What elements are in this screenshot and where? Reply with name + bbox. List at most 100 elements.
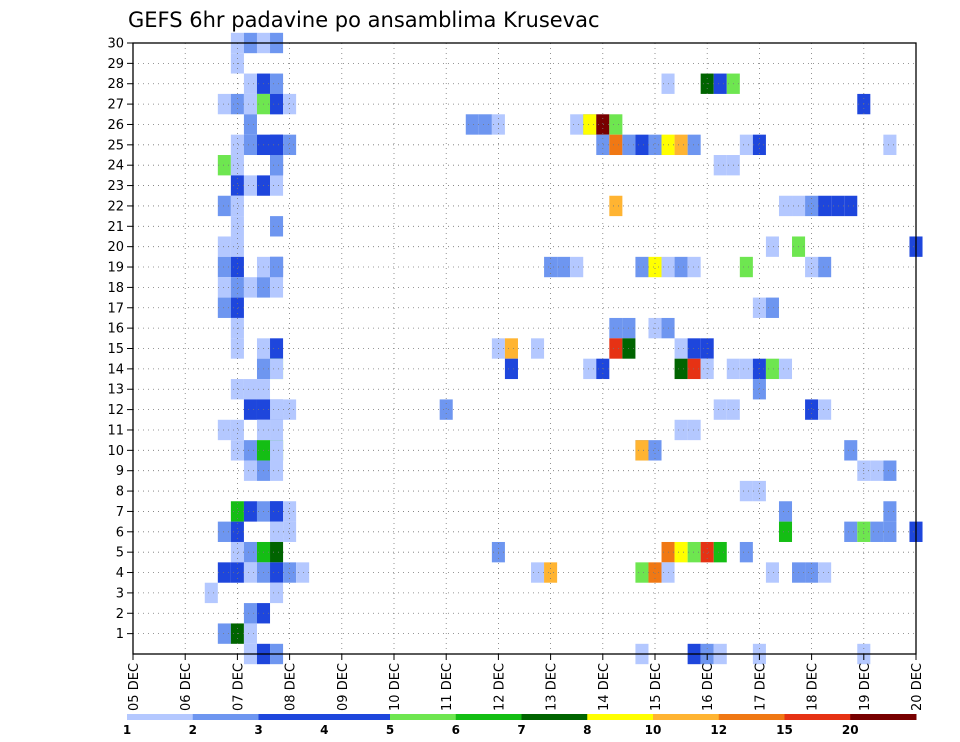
x-tick-label: 08 DEC: [284, 663, 299, 711]
y-tick-label: 14: [107, 362, 124, 377]
x-tick-label: 11 DEC: [440, 663, 455, 711]
heatmap-cell: [504, 358, 518, 380]
heatmap-cell: [778, 195, 793, 217]
heatmap-cell: [805, 195, 819, 217]
heatmap-cell: [765, 358, 779, 380]
heatmap-cell: [217, 297, 231, 318]
heatmap-cell: [296, 562, 310, 583]
x-tick-label: 09 DEC: [336, 663, 351, 711]
heatmap-cell: [687, 256, 701, 278]
legend-swatch: [784, 714, 851, 720]
heatmap-cell: [230, 419, 244, 441]
x-tick-label: 18 DEC: [806, 663, 821, 711]
heatmap-cell: [270, 501, 284, 522]
heatmap-cell: [648, 134, 662, 156]
legend-level-label: 15: [776, 723, 793, 737]
heatmap-cell: [531, 562, 545, 583]
legend-level-label: 3: [254, 723, 262, 737]
heatmap-cell: [635, 440, 649, 461]
heatmap-cell: [243, 460, 257, 481]
heatmap-cell: [270, 399, 284, 420]
y-tick-label: 22: [107, 199, 124, 214]
heatmap-cell: [818, 195, 832, 217]
y-tick-label: 17: [107, 301, 124, 316]
y-tick-label: 11: [107, 423, 124, 438]
heatmap-cell: [883, 501, 897, 522]
heatmap-cell: [544, 562, 558, 583]
heatmap-cell: [805, 256, 819, 278]
heatmap-cell: [283, 521, 297, 542]
y-tick-label: 20: [107, 240, 124, 255]
legend-level-label: 4: [320, 723, 328, 737]
heatmap-cell: [217, 155, 231, 176]
legend-swatch: [850, 714, 917, 720]
legend-swatch: [587, 714, 654, 720]
y-tick-label: 7: [116, 505, 124, 520]
heatmap-cell: [739, 541, 753, 563]
legend-level-label: 1: [123, 723, 131, 737]
legend-level-label: 20: [842, 723, 859, 737]
heatmap-cell: [217, 195, 231, 217]
heatmap-cell: [270, 419, 284, 441]
heatmap-cell: [739, 134, 753, 156]
color-legend: 1 2 3 4 5 6 7 8 10 12 15 20: [123, 714, 917, 737]
heatmap-cell: [270, 338, 284, 359]
heatmap-cell: [270, 582, 284, 604]
heatmap-cell: [283, 399, 297, 420]
y-tick-label: 1: [116, 627, 124, 642]
heatmap-cell: [283, 562, 297, 583]
legend-level-label: 5: [386, 723, 394, 737]
heatmap-cell: [687, 338, 701, 359]
y-tick-label: 19: [107, 261, 124, 276]
heatmap-cell: [609, 317, 623, 339]
y-tick-label: 13: [107, 383, 124, 398]
heatmap-cell: [230, 195, 244, 217]
y-tick-label: 25: [107, 138, 124, 153]
heatmap-cell: [217, 419, 231, 441]
y-tick-label: 8: [116, 485, 124, 500]
heatmap-cell: [739, 256, 753, 278]
heatmap-cell: [230, 175, 244, 196]
y-tick-label: 2: [116, 607, 124, 622]
heatmap-cell: [752, 379, 766, 400]
y-axis-ticks: 1234567891011121314151617181920212223242…: [107, 37, 133, 642]
heatmap-cell: [805, 562, 819, 583]
heatmap-cell: [270, 73, 284, 94]
heatmap-cell: [230, 134, 244, 156]
heatmap-cell: [818, 562, 832, 583]
heatmap-cell: [570, 114, 584, 135]
heatmap-cell: [870, 521, 884, 542]
heatmap-cell: [243, 562, 257, 583]
heatmap-cell: [700, 541, 714, 563]
heatmap-cell: [635, 134, 649, 156]
heatmap-cell: [270, 521, 284, 542]
heatmap-cell: [765, 297, 779, 318]
heatmap-cell: [674, 541, 688, 563]
heatmap-cell: [243, 277, 257, 298]
heatmap-cell: [596, 134, 610, 156]
heatmap-cell: [217, 562, 231, 583]
heatmap-cell: [204, 582, 218, 604]
heatmap-cell: [818, 399, 832, 420]
heatmap-cell: [844, 195, 858, 217]
heatmap-cell: [635, 256, 649, 278]
heatmap-cell: [243, 134, 257, 156]
heatmap-cell: [230, 541, 244, 563]
heatmap-cell: [270, 277, 284, 298]
y-tick-label: 5: [116, 546, 124, 561]
heatmap-cell: [243, 114, 257, 135]
x-axis-ticks: 05 DEC 06 DEC 07 DEC 08 DEC 09 DEC 10 DEC 11 D…: [127, 654, 925, 711]
x-tick-label: 13 DEC: [545, 663, 560, 711]
x-tick-label: 06 DEC: [179, 663, 194, 711]
heatmap-cell: [243, 541, 257, 563]
heatmap-cell: [818, 256, 832, 278]
heatmap-cell: [230, 277, 244, 298]
y-tick-label: 4: [116, 566, 124, 581]
heatmap-cell: [870, 460, 884, 481]
y-tick-label: 10: [107, 444, 124, 459]
heatmap-cell: [230, 379, 244, 400]
y-tick-label: 21: [107, 220, 124, 235]
heatmap-cell: [765, 236, 779, 257]
heatmap-cell: [752, 297, 766, 318]
heatmap-cell: [778, 521, 793, 542]
